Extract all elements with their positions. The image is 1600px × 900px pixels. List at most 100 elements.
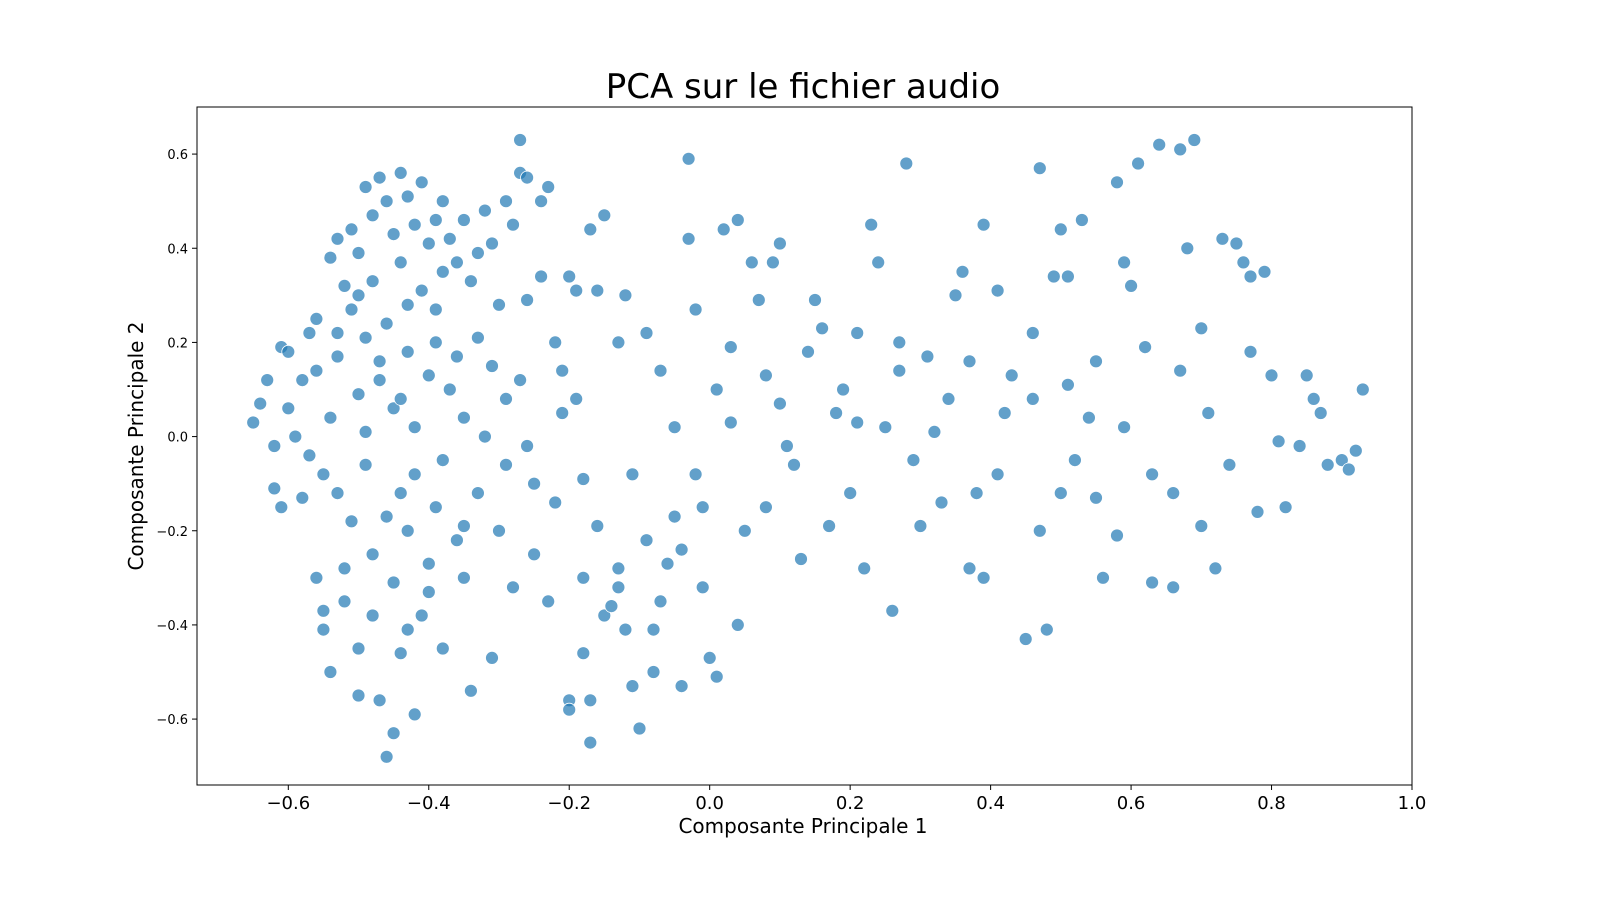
scatter-point-179 [1075,213,1089,227]
scatter-point-16 [309,570,324,585]
scatter-point-136 [695,580,710,595]
scatter-point-170 [1004,368,1019,383]
scatter-point-54 [393,255,408,270]
scatter-point-73 [435,194,450,209]
scatter-point-88 [477,203,492,218]
scatter-point-80 [449,533,464,548]
scatter-point-253 [400,622,415,637]
scatter-point-108 [555,406,570,420]
x-tick-label-3: 0.0 [695,793,724,814]
scatter-point-247 [1201,406,1216,420]
scatter-point-78 [442,382,457,397]
scatter-point-169 [990,283,1005,298]
scatter-point-240 [997,406,1012,420]
scatter-point-118 [590,283,605,298]
scatter-point-220 [513,373,527,388]
scatter-point-107 [548,335,563,350]
scatter-point-278 [1166,486,1181,501]
scatter-point-83 [456,570,471,585]
scatter-point-142 [730,618,745,632]
scatter-point-251 [358,424,373,439]
scatter-point-187 [1152,137,1167,152]
scatter-point-224 [590,519,605,533]
scatter-point-229 [667,509,682,524]
scatter-point-53 [393,165,408,180]
scatter-point-10 [295,490,310,505]
scatter-point-120 [597,608,612,623]
scatter-point-178 [1068,453,1082,468]
scatter-point-126 [632,721,647,736]
y-tick-label-6: −0.6 [156,713,188,728]
scatter-point-92 [492,297,506,312]
scatter-point-198 [1250,504,1265,519]
scatter-point-279 [1194,519,1209,533]
scatter-point-44 [372,373,387,388]
scatter-point-59 [400,344,415,359]
scatter-point-147 [773,236,787,251]
scatter-point-250 [330,326,345,340]
scatter-point-135 [688,302,703,317]
scatter-point-36 [358,180,373,194]
scatter-point-109 [562,269,577,284]
scatter-point-162 [920,349,935,364]
scatter-point-58 [400,297,415,312]
scatter-point-105 [541,180,556,194]
scatter-point-97 [506,580,520,595]
scatter-point-100 [520,170,534,185]
scatter-point-266 [787,457,801,472]
scatter-point-29 [344,222,359,237]
scatter-point-230 [688,467,703,482]
scatter-point-71 [428,335,443,350]
scatter-point-113 [576,570,591,585]
scatter-point-271 [962,354,977,369]
scatter-point-102 [527,476,541,491]
scatter-point-208 [1334,453,1349,468]
scatter-point-115 [583,222,598,237]
scatter-point-26 [337,278,352,293]
scatter-point-215 [407,467,422,482]
scatter-point-75 [435,453,450,468]
scatter-point-252 [379,509,394,524]
scatter-point-200 [1264,368,1279,383]
scatter-point-209 [1341,462,1356,477]
scatter-point-89 [477,429,492,444]
scatter-point-49 [386,227,401,242]
scatter-point-265 [759,368,773,383]
scatter-point-161 [906,453,921,468]
scatter-point-192 [1194,321,1209,336]
scatter-point-201 [1271,434,1286,449]
scatter-point-23 [330,231,345,246]
scatter-point-19 [316,467,331,482]
scatter-point-256 [485,359,499,373]
scatter-point-68 [421,368,436,383]
scatter-point-25 [330,486,345,501]
scatter-point-204 [1299,368,1314,383]
scatter-point-155 [857,561,872,576]
scatter-point-77 [442,231,457,246]
scatter-point-112 [569,283,584,298]
scatter-point-4 [267,481,282,496]
scatter-point-158 [885,603,900,618]
scatter-point-164 [948,288,963,303]
scatter-point-43 [372,170,387,185]
scatter-point-153 [843,486,858,501]
scatter-point-130 [660,556,675,571]
y-tick-label-1: 0.4 [167,242,188,257]
scatter-point-24 [330,349,345,364]
scatter-point-255 [456,519,471,533]
scatter-point-223 [569,391,584,406]
scatter-point-267 [815,321,829,336]
scatter-point-38 [358,457,373,472]
scatter-point-123 [618,288,633,303]
scatter-point-140 [723,340,738,355]
scatter-point-61 [407,217,422,232]
scatter-point-1 [253,396,268,411]
scatter-point-65 [414,283,429,298]
scatter-point-197 [1243,269,1258,284]
scatter-point-214 [393,391,408,406]
scatter-point-27 [337,561,352,576]
scatter-point-14 [309,311,324,326]
scatter-point-87 [470,486,485,501]
